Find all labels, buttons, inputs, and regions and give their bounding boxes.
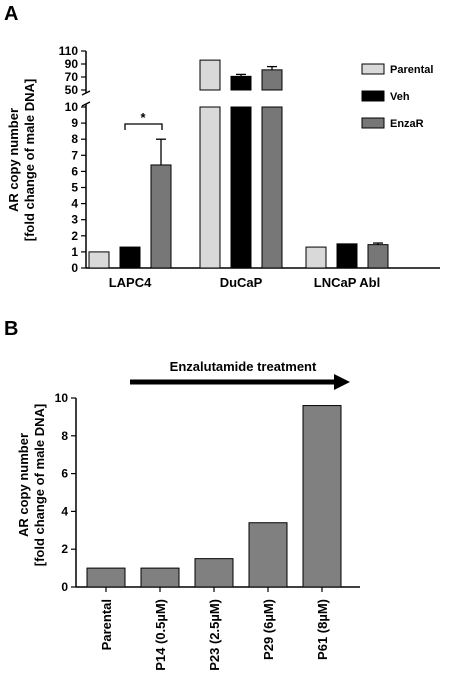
x-category-label: P14 (0.5µM) xyxy=(153,599,168,671)
y-tick-label: 5 xyxy=(71,181,78,195)
x-category-label: LNCaP Abl xyxy=(314,275,380,290)
bar-enzar xyxy=(261,69,283,91)
bar-enzar-lower xyxy=(261,106,283,269)
y-tick-label: 110 xyxy=(59,44,79,58)
y-tick-label: 4 xyxy=(71,197,78,211)
y-tick-label: 8 xyxy=(71,132,78,146)
bar-veh-lower xyxy=(230,106,252,269)
panel-a-lower-axis: 0 1 2 3 4 5 6 7 8 9 10 xyxy=(65,90,440,275)
y-tick-label: 9 xyxy=(71,116,78,130)
panel-b: B Enzalutamide treatment AR copy number … xyxy=(4,318,360,671)
y-tick-label: 7 xyxy=(71,148,78,162)
legend-swatch-parental xyxy=(361,63,385,75)
bar xyxy=(302,405,342,588)
x-category-label: Parental xyxy=(99,599,114,650)
y-tick-label: 1 xyxy=(71,245,78,259)
significance-bracket: * xyxy=(124,110,163,130)
axis-break-mark xyxy=(81,90,91,96)
y-tick-label: 70 xyxy=(65,70,79,84)
panel-b-ylabel-line2: [fold change of male DNA] xyxy=(32,404,47,567)
significance-star: * xyxy=(140,110,146,125)
x-category-label: P23 (2.5µM) xyxy=(207,599,222,671)
y-tick-label: 90 xyxy=(65,57,79,71)
y-tick-label: 0 xyxy=(71,261,78,275)
panel-a-ylabel-line2: [fold change of male DNA] xyxy=(22,79,37,242)
panel-b-letter: B xyxy=(4,318,18,340)
legend-label-veh: Veh xyxy=(390,91,410,103)
y-tick-label: 50 xyxy=(65,83,79,97)
x-category-label: P61 (8µM) xyxy=(315,599,330,660)
bar-parental-lower xyxy=(199,106,221,269)
panel-a-categories: LAPC4 DuCaP LNCaP Abl xyxy=(109,275,381,290)
bar-veh xyxy=(230,75,252,91)
treatment-annotation: Enzalutamide treatment xyxy=(170,359,317,374)
y-tick-label: 4 xyxy=(61,504,68,518)
bar-enzar xyxy=(367,244,389,269)
y-tick-label: 3 xyxy=(71,213,78,227)
treatment-arrow xyxy=(130,374,350,390)
bar xyxy=(86,567,126,588)
legend-swatch-veh xyxy=(361,90,385,102)
bar xyxy=(248,522,288,588)
bar-enzar xyxy=(150,164,172,269)
bar xyxy=(140,567,180,588)
y-tick-label: 6 xyxy=(71,164,78,178)
y-tick-label: 0 xyxy=(61,580,68,594)
bar-veh xyxy=(336,243,358,269)
y-tick-label: 10 xyxy=(65,100,79,114)
bar xyxy=(194,558,234,588)
x-category-label: LAPC4 xyxy=(109,275,152,290)
y-tick-label: 2 xyxy=(61,542,68,556)
x-category-label: P29 (6µM) xyxy=(261,599,276,660)
legend-label-enzar: EnzaR xyxy=(390,118,424,130)
panel-b-bars xyxy=(86,405,342,588)
x-category-label: DuCaP xyxy=(220,275,263,290)
axis-break-mark xyxy=(81,101,91,107)
panel-a-letter: A xyxy=(4,3,18,25)
panel-b-categories: Parental P14 (0.5µM) P23 (2.5µM) P29 (6µM) P… xyxy=(99,587,330,671)
bar-parental xyxy=(199,59,221,91)
panel-a-ylabel-line1: AR copy number xyxy=(6,108,21,212)
legend-swatch-enzar xyxy=(361,117,385,129)
panel-a: A AR copy number [fold change of male DN… xyxy=(4,3,440,290)
y-tick-label: 8 xyxy=(61,429,68,443)
bar-veh xyxy=(119,246,141,269)
panel-a-legend: Parental Veh EnzaR xyxy=(361,63,433,130)
legend-label-parental: Parental xyxy=(390,64,433,76)
y-tick-label: 6 xyxy=(61,467,68,481)
panel-b-ylabel-line1: AR copy number xyxy=(16,433,31,537)
bar-parental xyxy=(88,251,110,269)
bar-parental xyxy=(305,246,327,269)
panel-a-bars xyxy=(88,59,389,269)
y-tick-label: 10 xyxy=(55,391,69,405)
y-tick-label: 2 xyxy=(71,229,78,243)
